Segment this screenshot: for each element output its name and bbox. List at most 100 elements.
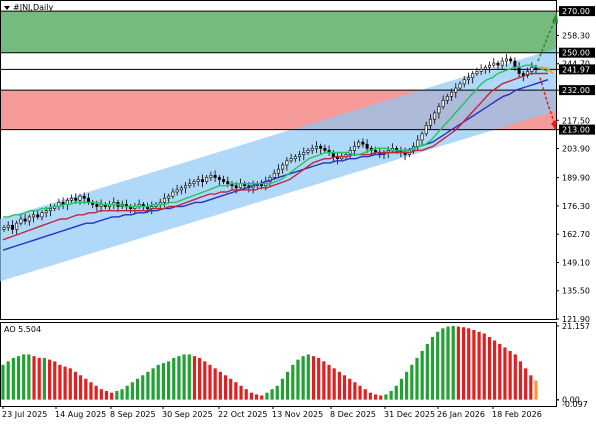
ao-bar xyxy=(166,361,171,400)
ao-bar xyxy=(244,389,248,400)
ao-bar xyxy=(472,330,476,400)
ao-bar xyxy=(394,385,398,400)
ao-bar xyxy=(529,375,533,400)
ao-bar xyxy=(487,336,492,400)
price-tick-label: 270.00 xyxy=(562,7,590,16)
ao-bar xyxy=(534,380,538,400)
ao-bar xyxy=(363,389,367,400)
ao-bar xyxy=(110,392,114,400)
candle-body xyxy=(298,154,302,157)
candle-body xyxy=(462,79,466,85)
candle-body xyxy=(226,181,230,184)
ao-bar xyxy=(260,395,264,400)
ao-bar xyxy=(275,385,279,400)
ao-bar xyxy=(456,326,460,400)
date-tick-label: 8 Dec 2025 xyxy=(330,410,376,419)
ao-bar xyxy=(384,394,388,400)
price-tick-label: 250.00 xyxy=(562,49,590,58)
ao-bar xyxy=(399,378,404,400)
ao-bar xyxy=(415,357,419,400)
candle-body xyxy=(27,216,31,222)
ao-bar xyxy=(425,343,429,400)
ao-bar xyxy=(234,382,238,400)
candle-body xyxy=(200,179,204,182)
ao-bar xyxy=(358,385,362,400)
bearish-arrowhead-icon xyxy=(551,119,557,131)
candle-body xyxy=(272,172,276,178)
candle-body xyxy=(509,58,513,62)
date-tick-label: 14 Aug 2025 xyxy=(55,410,106,419)
candle-body xyxy=(302,152,306,155)
candle-body xyxy=(471,73,475,78)
ao-bar xyxy=(379,395,383,400)
candle-body xyxy=(314,145,318,149)
candle-body xyxy=(420,133,424,141)
candle-body xyxy=(32,214,36,218)
date-tick-label: 8 Sep 2025 xyxy=(110,410,156,419)
price-tick-label: 162.70 xyxy=(562,230,590,239)
ao-bar xyxy=(151,368,155,400)
candle-body xyxy=(234,185,238,189)
ao-bar xyxy=(311,356,316,400)
price-tick-label: 244.70 xyxy=(562,60,590,69)
trend-channel xyxy=(0,48,556,282)
ao-bar xyxy=(239,385,243,400)
ao-bar xyxy=(125,385,129,400)
candle-body xyxy=(6,224,10,228)
ao-bar xyxy=(441,328,445,400)
candle-body xyxy=(526,71,530,76)
candle-body xyxy=(437,106,441,114)
resistance-zone xyxy=(1,11,556,53)
ao-bar xyxy=(161,363,166,400)
candle-body xyxy=(513,60,517,68)
candle-body xyxy=(293,156,297,160)
ao-bar xyxy=(322,361,326,400)
ao-bar xyxy=(420,350,424,400)
ao-bar xyxy=(42,357,46,400)
ao-bar xyxy=(208,364,212,400)
candle-body xyxy=(276,168,280,174)
ao-bar xyxy=(47,359,52,400)
candle-body xyxy=(416,139,420,147)
candle-body xyxy=(441,100,445,108)
dropdown-triangle-icon[interactable] xyxy=(4,5,10,10)
ao-tick-label: 0.00 xyxy=(562,396,580,405)
candle-body xyxy=(162,197,166,203)
candle-body xyxy=(23,218,27,222)
ao-bar xyxy=(254,394,259,400)
date-tick-label: 13 Nov 2025 xyxy=(272,410,323,419)
candle-body xyxy=(281,164,285,170)
ma-slow-line xyxy=(2,79,549,251)
ao-bar xyxy=(348,378,352,400)
candles-group xyxy=(2,53,538,236)
price-tick-label: 241.97 xyxy=(562,65,590,74)
candle-body xyxy=(530,66,534,72)
ao-bar xyxy=(32,356,36,400)
ao-bar xyxy=(286,371,290,400)
ao-bar xyxy=(104,390,109,400)
ao-bar xyxy=(306,354,310,400)
candle-body xyxy=(483,66,487,70)
ao-indicator-label: AO 5.504 xyxy=(4,325,42,334)
ao-bar xyxy=(84,378,88,400)
ao-bar xyxy=(265,392,269,400)
ao-bar xyxy=(508,350,512,400)
ao-bar xyxy=(503,347,507,400)
ao-bar xyxy=(198,357,202,400)
candle-body xyxy=(188,183,192,187)
candle-body xyxy=(488,64,492,68)
candle-body xyxy=(70,197,74,201)
ao-bar xyxy=(73,371,78,400)
ao-bar xyxy=(332,368,336,400)
ao-bar xyxy=(58,364,62,400)
ao-bar xyxy=(518,361,523,400)
ao-bar xyxy=(94,385,98,400)
candle-body xyxy=(285,160,289,166)
candle-body xyxy=(433,112,437,120)
ao-bar xyxy=(410,364,414,400)
candle-body xyxy=(352,145,356,151)
ao-bar xyxy=(493,340,497,400)
candle-body xyxy=(222,179,226,182)
candle-body xyxy=(175,189,179,193)
